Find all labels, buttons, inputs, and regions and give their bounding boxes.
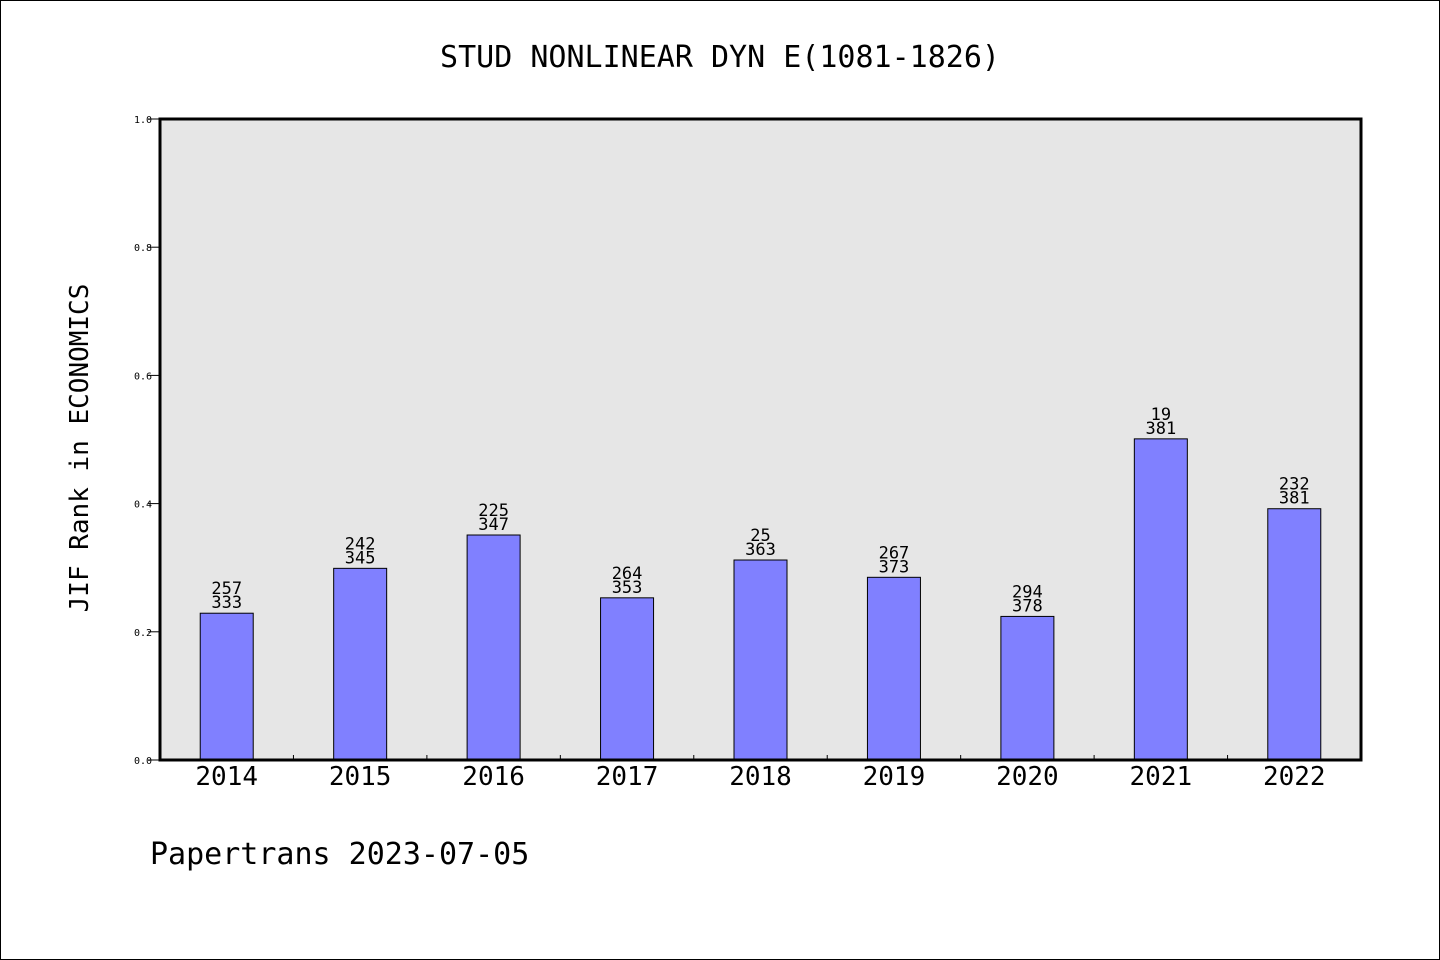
bar-2016 bbox=[466, 534, 521, 761]
bar-label-rank-2019: 267 bbox=[879, 543, 910, 563]
x-axis: 2014 2015 2016 2017 2018 2019 2020 2021 2022 bbox=[195, 755, 1326, 792]
x-tick-label-2019: 2019 bbox=[863, 762, 926, 792]
y-axis-label: JIF Rank in ECONOMICS bbox=[65, 284, 95, 613]
x-tick-label-2016: 2016 bbox=[462, 762, 525, 792]
y-tick-label-0.4: 0.4 bbox=[134, 500, 152, 511]
bar-label-total-2021: 381 bbox=[1145, 419, 1176, 439]
chart-title: STUD NONLINEAR DYN E(1081-1826) bbox=[440, 40, 1000, 75]
bar-label-rank-2021: 19 bbox=[1151, 405, 1171, 425]
bar-label-rank-2017: 264 bbox=[612, 564, 643, 584]
bar-label-rank-2018: 25 bbox=[750, 526, 770, 546]
bar-2017 bbox=[600, 597, 655, 761]
bar-label-rank-2016: 225 bbox=[478, 501, 509, 521]
bar-label-rank-2020: 294 bbox=[1012, 582, 1043, 602]
bar-label-total-2015: 345 bbox=[345, 548, 376, 568]
bar-label-total-2017: 353 bbox=[612, 578, 643, 598]
bar-2014 bbox=[199, 612, 254, 761]
bar-label-total-2020: 378 bbox=[1012, 596, 1043, 616]
bar-label-rank-2015: 242 bbox=[345, 534, 376, 554]
bar-label-total-2014: 333 bbox=[211, 593, 242, 613]
y-tick-label-0.6: 0.6 bbox=[134, 371, 152, 382]
bars-group bbox=[199, 438, 1322, 761]
bar-2022 bbox=[1267, 508, 1322, 761]
y-tick-label-1.0: 1.0 bbox=[134, 115, 152, 126]
y-axis: 0.0 0.2 0.4 0.6 0.8 1.0 bbox=[134, 115, 160, 767]
bar-label-rank-2014: 257 bbox=[211, 579, 242, 599]
bar-label-total-2018: 363 bbox=[745, 540, 776, 560]
x-tick-label-2021: 2021 bbox=[1130, 762, 1193, 792]
bar-label-total-2019: 373 bbox=[879, 557, 910, 577]
x-tick-label-2015: 2015 bbox=[329, 762, 392, 792]
y-tick-label-0.2: 0.2 bbox=[134, 628, 152, 639]
x-tick-label-2022: 2022 bbox=[1263, 762, 1326, 792]
y-tick-label-0.8: 0.8 bbox=[134, 243, 152, 254]
bar-label-rank-2022: 232 bbox=[1279, 475, 1310, 495]
x-tick-label-2018: 2018 bbox=[729, 762, 792, 792]
bar-2020 bbox=[1000, 615, 1055, 761]
bar-2015 bbox=[333, 567, 388, 761]
bar-2018 bbox=[733, 559, 788, 761]
bar-label-total-2022: 381 bbox=[1279, 489, 1310, 509]
footer-credit: Papertrans 2023-07-05 bbox=[150, 837, 529, 872]
x-tick-label-2014: 2014 bbox=[195, 762, 258, 792]
y-tick-label-0.0: 0.0 bbox=[134, 756, 152, 767]
bar-label-total-2016: 347 bbox=[478, 515, 509, 535]
bar-2021 bbox=[1133, 438, 1188, 761]
plot-border bbox=[158, 117, 1363, 762]
bar-2019 bbox=[866, 576, 921, 761]
x-tick-label-2020: 2020 bbox=[996, 762, 1059, 792]
x-tick-label-2017: 2017 bbox=[596, 762, 659, 792]
